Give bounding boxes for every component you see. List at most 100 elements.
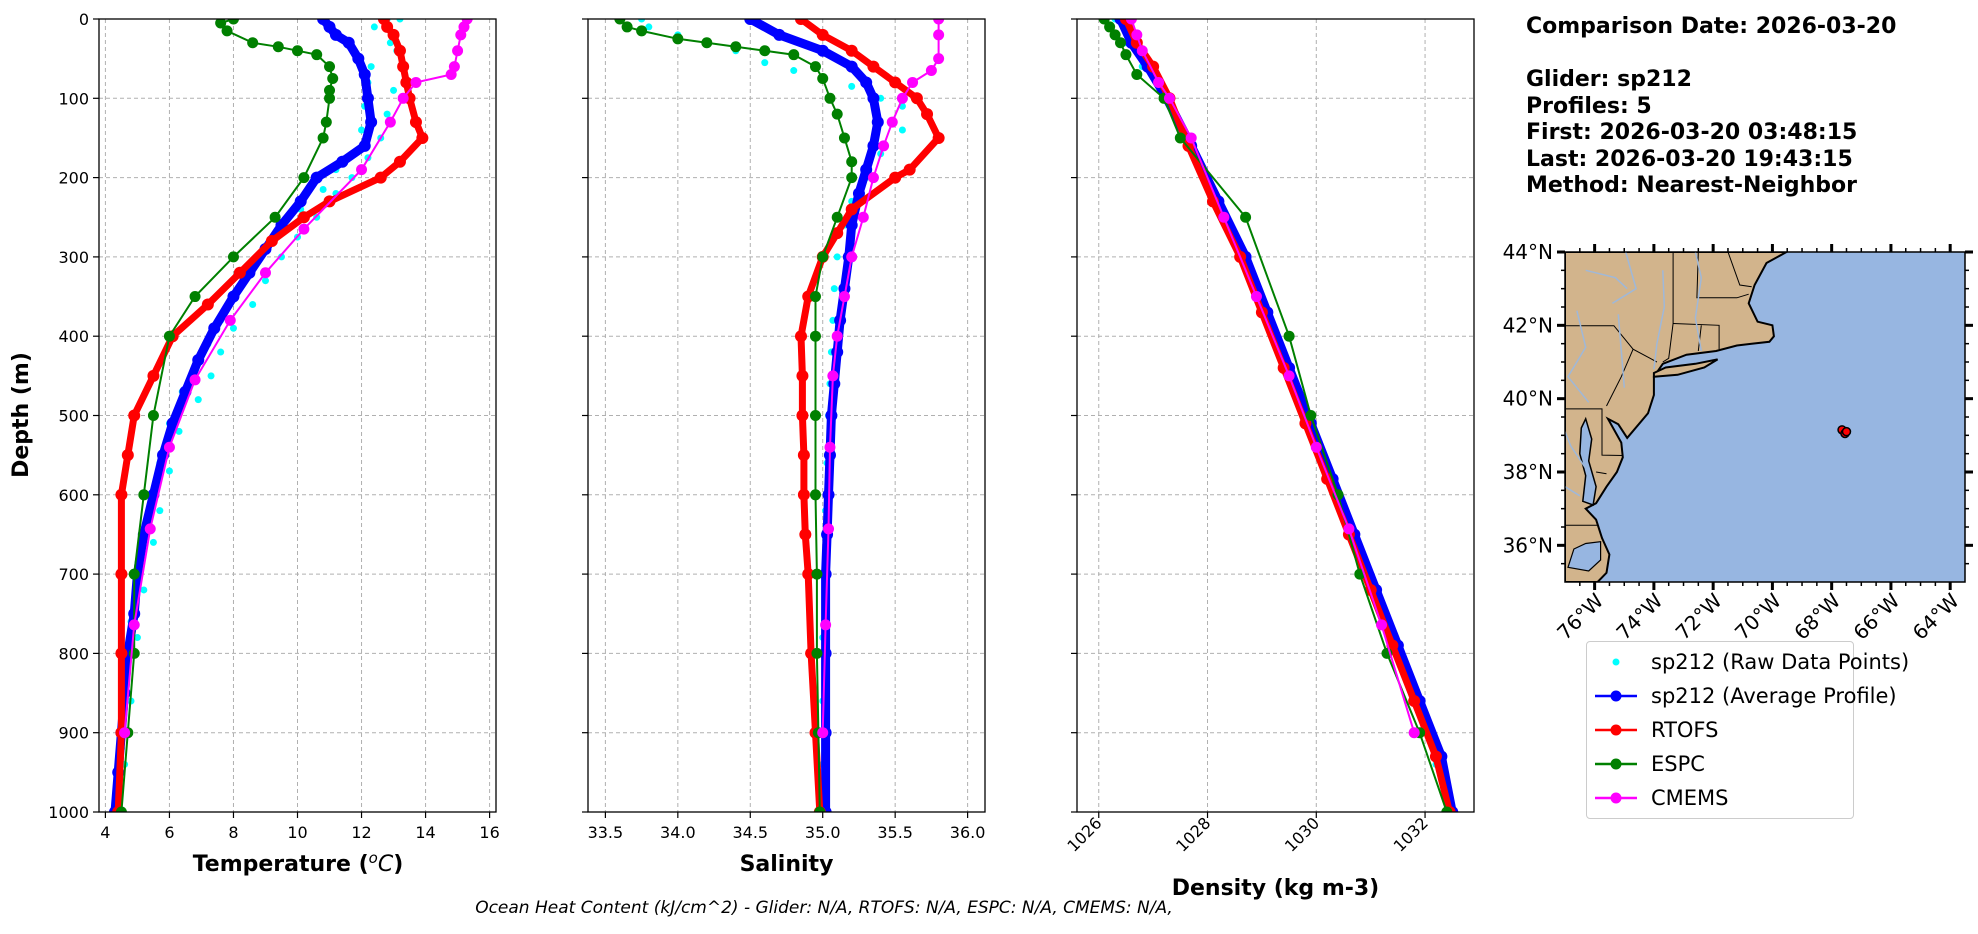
series-point-avg <box>358 139 371 152</box>
raw-data-point <box>149 538 157 546</box>
legend-item-raw: sp212 (Raw Data Points) <box>1587 649 1909 675</box>
raw-data-point <box>396 19 404 23</box>
series-point-espc <box>189 291 201 303</box>
series-point-rtofs <box>387 28 400 41</box>
state-border <box>1673 323 1720 350</box>
lon-label: 68°W <box>1789 588 1845 644</box>
state-border <box>1727 252 1752 288</box>
series-point-rtofs <box>115 488 128 501</box>
river <box>1694 252 1703 352</box>
series-point-espc <box>269 211 281 223</box>
legend-item-avg: sp212 (Average Profile) <box>1587 683 1897 709</box>
series-point-cmems <box>823 523 835 535</box>
series-point-avg <box>342 36 355 49</box>
series-point-avg <box>147 488 160 501</box>
series-point-cmems <box>933 29 945 41</box>
series-point-rtofs <box>128 409 141 422</box>
series-point-espc <box>138 489 150 501</box>
y-tick-label: 300 <box>58 248 89 267</box>
series-point-espc <box>1109 29 1121 41</box>
series-point-espc <box>298 172 310 184</box>
series-point-cmems <box>1131 29 1143 41</box>
series-point-espc <box>831 108 843 120</box>
raw-data-point <box>761 59 769 67</box>
river <box>1653 270 1666 370</box>
series-point-cmems <box>907 76 919 88</box>
x-tick-label: 10 <box>287 823 307 842</box>
series-point-cmems <box>452 45 464 57</box>
series-point-rtofs <box>297 211 310 224</box>
raw-data-point <box>319 185 327 193</box>
x-tick-label: 33.5 <box>588 823 624 842</box>
series-point-espc <box>811 647 823 659</box>
river <box>1612 252 1637 304</box>
x-tick-label: 1026 <box>1063 813 1105 855</box>
temp-label-unit-c: C <box>378 852 394 877</box>
raw-data-point <box>165 467 173 475</box>
series-point-rtofs <box>831 227 844 240</box>
series-point-espc <box>1283 330 1295 342</box>
series-point-espc <box>311 49 323 61</box>
series-point-rtofs <box>867 60 880 73</box>
series-point-avg <box>852 187 865 200</box>
series-point-rtofs <box>397 60 410 73</box>
series-point-espc <box>614 19 626 25</box>
x-tick-label: 34.0 <box>660 823 696 842</box>
series-point-cmems <box>831 330 843 342</box>
first-time: First: 2026-03-20 03:48:15 <box>1526 120 1858 145</box>
series-point-espc <box>1120 49 1132 61</box>
y-tick-label: 800 <box>58 644 89 663</box>
series-point-rtofs <box>845 203 858 216</box>
raw-data-point <box>386 39 394 47</box>
series-point-avg <box>819 568 832 581</box>
raw-data-point <box>348 174 356 182</box>
series-point-espc <box>147 410 159 421</box>
series-point-rtofs <box>921 108 934 121</box>
series-point-avg <box>831 346 844 359</box>
legend-swatch-cmems <box>1587 785 1643 811</box>
nova-scotia-coast <box>1864 234 1888 241</box>
series-point-cmems <box>1408 727 1420 739</box>
series-point-espc <box>831 211 843 223</box>
raw-data-point <box>156 507 164 515</box>
series-point-espc <box>811 568 823 580</box>
raw-data-point <box>638 19 646 23</box>
long-island <box>1652 358 1719 378</box>
series-point-rtofs <box>393 155 406 168</box>
series-point-espc <box>1441 806 1453 812</box>
series-point-espc <box>809 410 821 421</box>
series-point-rtofs <box>265 235 278 248</box>
nova-scotia-coast <box>1852 226 1864 244</box>
series-point-rtofs <box>799 528 812 541</box>
x-tick-label: 6 <box>164 823 174 842</box>
lon-label: 76°W <box>1552 588 1608 644</box>
x-tick-label: 14 <box>415 823 435 842</box>
location-map: 44°N 42°N 40°N 38°N 36°N 76°W 74°W 72°W 70°W 68°W… <box>1503 226 1973 645</box>
raw-data-point <box>833 253 841 261</box>
raw-data-point <box>830 285 838 293</box>
series-point-rtofs <box>416 131 429 144</box>
x-tick-label: 35.5 <box>877 823 913 842</box>
river <box>1565 431 1587 469</box>
series-point-espc <box>227 19 239 25</box>
series-point-cmems <box>1283 370 1295 382</box>
x-tick-label: 8 <box>228 823 238 842</box>
state-border <box>1596 471 1607 475</box>
series-group <box>614 19 945 812</box>
series-point-espc <box>636 25 648 37</box>
series-point-espc <box>115 806 127 812</box>
lon-label: 74°W <box>1611 588 1667 644</box>
series-point-cmems <box>1125 19 1137 25</box>
series-point-cmems <box>189 374 201 386</box>
series-group <box>1098 19 1459 812</box>
series-point-rtofs <box>1429 750 1442 763</box>
series-point-espc <box>809 489 821 501</box>
series-point-cmems <box>455 29 467 41</box>
series-point-cmems <box>119 727 131 739</box>
series-point-avg <box>365 116 378 129</box>
series-point-cmems <box>1153 76 1165 88</box>
series-point-cmems <box>259 267 271 279</box>
series-point-rtofs <box>115 568 128 581</box>
series-point-cmems <box>846 251 858 263</box>
